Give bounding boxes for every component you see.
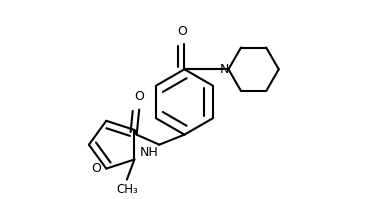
Text: O: O	[91, 162, 101, 175]
Text: O: O	[177, 25, 187, 38]
Text: NH: NH	[139, 146, 158, 159]
Text: CH₃: CH₃	[116, 183, 138, 196]
Text: O: O	[134, 90, 144, 103]
Text: N: N	[220, 63, 229, 76]
